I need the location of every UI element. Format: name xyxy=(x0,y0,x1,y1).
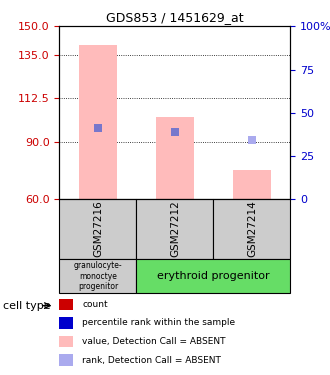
Text: erythroid progenitor: erythroid progenitor xyxy=(157,271,270,281)
Bar xyxy=(59,354,73,366)
FancyBboxPatch shape xyxy=(59,200,136,259)
Text: percentile rank within the sample: percentile rank within the sample xyxy=(82,318,236,327)
Bar xyxy=(59,317,73,329)
Bar xyxy=(156,117,194,200)
Point xyxy=(172,129,178,135)
Text: value, Detection Call = ABSENT: value, Detection Call = ABSENT xyxy=(82,337,226,346)
FancyBboxPatch shape xyxy=(59,259,136,293)
Bar xyxy=(233,171,271,200)
Title: GDS853 / 1451629_at: GDS853 / 1451629_at xyxy=(106,11,244,24)
Point xyxy=(95,125,101,131)
Text: GSM27216: GSM27216 xyxy=(93,201,103,257)
Bar xyxy=(59,298,73,310)
Bar xyxy=(79,45,117,200)
FancyBboxPatch shape xyxy=(136,200,214,259)
Text: granulocyte-
monoctye
progenitor: granulocyte- monoctye progenitor xyxy=(74,261,122,291)
Bar xyxy=(59,336,73,348)
Point xyxy=(249,137,254,143)
Text: GSM27212: GSM27212 xyxy=(170,201,180,257)
Text: rank, Detection Call = ABSENT: rank, Detection Call = ABSENT xyxy=(82,356,221,364)
Text: GSM27214: GSM27214 xyxy=(247,201,257,257)
Text: count: count xyxy=(82,300,108,309)
FancyBboxPatch shape xyxy=(214,200,290,259)
Text: cell type: cell type xyxy=(3,301,51,310)
FancyBboxPatch shape xyxy=(136,259,290,293)
